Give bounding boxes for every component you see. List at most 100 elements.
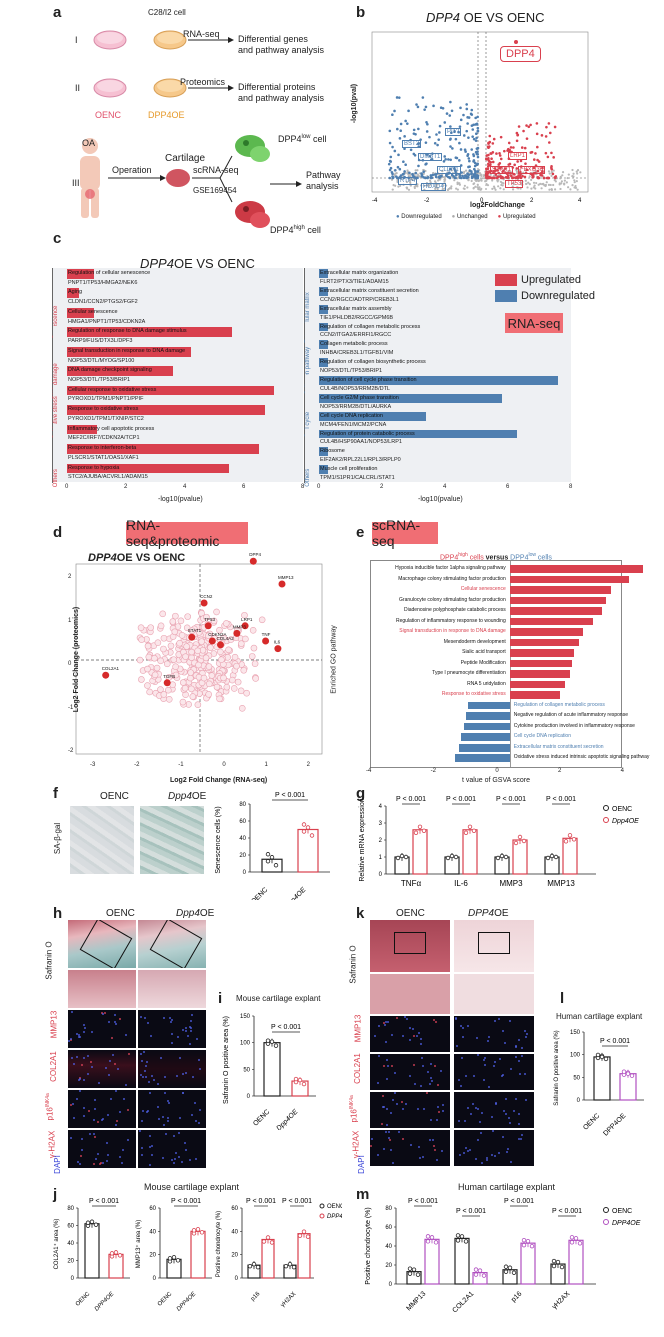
- go-xtick: 4: [443, 484, 447, 490]
- h-oenc: OENC: [106, 908, 135, 919]
- volcano-dot-down: [476, 126, 480, 130]
- volcano-dot-down: [395, 96, 399, 99]
- gsva-term-label: Response to oxidative stress: [441, 691, 506, 698]
- scatter-point: [145, 653, 153, 661]
- p-value-label: P < 0.001: [504, 1198, 534, 1205]
- nucleus-dot: [125, 1033, 128, 1036]
- m-bar-oe: [568, 1239, 584, 1285]
- volcano-dot-unchanged: [561, 174, 564, 177]
- scatter-point: [164, 686, 172, 694]
- go-genes-label: NOP53/DTL/TP53/BRIP1: [68, 377, 131, 383]
- volcano-dot-down: [473, 169, 477, 173]
- nucleus-dot: [382, 1022, 385, 1025]
- nucleus-dot: [520, 1134, 523, 1137]
- volcano-dot-unchanged: [441, 170, 444, 173]
- volcano-dot-down: [472, 123, 475, 127]
- panel-label-g: g: [356, 785, 366, 802]
- i-bar-dot: [297, 1077, 303, 1083]
- scatter-highlight-dpp4: [249, 557, 257, 565]
- nucleus-dot: [94, 1098, 97, 1101]
- volcano-dot-down: [457, 130, 460, 134]
- scatter-point: [153, 664, 161, 672]
- panel-label-a: a: [53, 4, 62, 21]
- scatter-point: [172, 663, 179, 670]
- volcano-dot-unchanged: [416, 185, 419, 188]
- nucleus-dot: [151, 1154, 154, 1157]
- volcano-dot-unchanged: [482, 175, 485, 178]
- volcano-dot-unchanged: [500, 183, 503, 187]
- volcano-dot-down: [432, 104, 435, 108]
- nucleus-dot: [391, 1065, 394, 1068]
- volcano-dot-up: [489, 160, 493, 164]
- volcano-dot-unchanged: [489, 173, 492, 176]
- volcano-dot-up: [487, 153, 490, 157]
- scatter-ylabel: Log2 Fold Change (proteomics): [73, 606, 81, 713]
- volcano-dot-up: [496, 169, 499, 172]
- p-value-label: P < 0.001: [275, 792, 305, 799]
- volcano-dot-unchanged: [576, 172, 579, 175]
- volcano-dot-unchanged: [547, 170, 551, 173]
- nucleus-dot: [190, 1029, 193, 1032]
- volcano-dot-down: [475, 152, 479, 156]
- scrna-badge: scRNA-seq: [372, 517, 438, 549]
- nucleus-dot: [143, 1070, 146, 1073]
- g-bar-oe-dot: [463, 830, 469, 835]
- gsva-title: DPP4high cells versus DPP4low cells: [440, 552, 552, 562]
- nucleus-dot: [385, 1107, 388, 1110]
- volcano-dot-up: [499, 135, 503, 139]
- volcano-dot-down: [476, 162, 480, 166]
- volcano-dot-up: [545, 125, 548, 129]
- volcano-dot-up: [487, 159, 491, 162]
- j-tick-label: 40: [67, 1241, 74, 1247]
- volcano-dot-up: [512, 146, 515, 149]
- nucleus-dot: [97, 1120, 100, 1123]
- gene-label-bst2: BST2: [402, 140, 422, 148]
- volcano-dot-down: [455, 156, 459, 160]
- go-term-label: Inflammatory cell apoptotic process: [68, 425, 155, 432]
- nucleus-dot: [497, 1018, 500, 1021]
- pathway-label: Pathway analysis: [306, 170, 341, 191]
- scatter-point: [165, 696, 173, 703]
- m-bar-oenc-dot: [551, 1263, 557, 1269]
- volcano-dot-up: [515, 139, 519, 143]
- gsva-ylabel: Enriched GO pathway: [330, 625, 338, 694]
- volcano-dot-down: [396, 176, 399, 180]
- nucleus-dot: [510, 1161, 513, 1164]
- g-bar-oe: [462, 829, 478, 875]
- nucleus-dot: [425, 1092, 428, 1095]
- m-bar-oenc-dot: [503, 1269, 509, 1274]
- scatter-point: [240, 666, 248, 674]
- scatter-point: [218, 656, 225, 663]
- g-bar-oe-dot: [417, 824, 423, 829]
- nucleus-dot: [81, 1148, 84, 1151]
- scatter-point: [179, 698, 187, 706]
- nucleus-dot: [418, 1157, 421, 1160]
- volcano-dot-unchanged: [472, 182, 475, 186]
- nucleus-dot: [114, 1023, 117, 1026]
- nucleus-dot: [518, 1112, 521, 1115]
- m-bar-oe-dot: [525, 1238, 531, 1244]
- volcano-dot-up: [525, 137, 529, 140]
- j-legend-oenc: OENC: [327, 1204, 342, 1210]
- m-tick-label: 20: [385, 1263, 392, 1269]
- go-xtick: 4: [183, 484, 187, 490]
- volcano-dot-down: [454, 176, 457, 180]
- nucleus-dot: [421, 1056, 424, 1059]
- j3-tick-label: 20: [231, 1253, 238, 1259]
- f-bar-dot: [269, 855, 275, 860]
- i-bar: [263, 1042, 281, 1097]
- nucleus-dot: [97, 1153, 100, 1156]
- volcano-dot-unchanged: [425, 183, 429, 187]
- j3-tick-label: 0: [235, 1276, 239, 1282]
- volcano-dot-unchanged: [443, 180, 446, 183]
- nucleus-dot: [139, 1130, 142, 1133]
- nucleus-dot: [78, 1163, 81, 1166]
- volcano-dot-up: [523, 175, 527, 179]
- nucleus-dot: [75, 1097, 78, 1100]
- go-genes-label: STC2/AJUBA/ACVRL1/ADAM15: [68, 474, 148, 481]
- nucleus-dot: [506, 1147, 509, 1150]
- nucleus-dot: [523, 1029, 526, 1032]
- scatter-highlight-tnf: [262, 637, 270, 645]
- volcano-dot-up: [540, 134, 544, 137]
- g-bar-oe-dot: [521, 838, 527, 844]
